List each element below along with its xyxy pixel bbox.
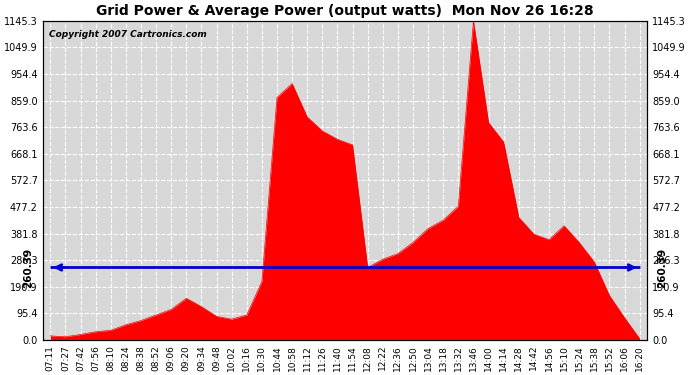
Text: 260.39: 260.39 <box>658 248 667 288</box>
Text: 260.39: 260.39 <box>23 248 32 288</box>
Title: Grid Power & Average Power (output watts)  Mon Nov 26 16:28: Grid Power & Average Power (output watts… <box>96 4 594 18</box>
Text: Copyright 2007 Cartronics.com: Copyright 2007 Cartronics.com <box>49 30 206 39</box>
